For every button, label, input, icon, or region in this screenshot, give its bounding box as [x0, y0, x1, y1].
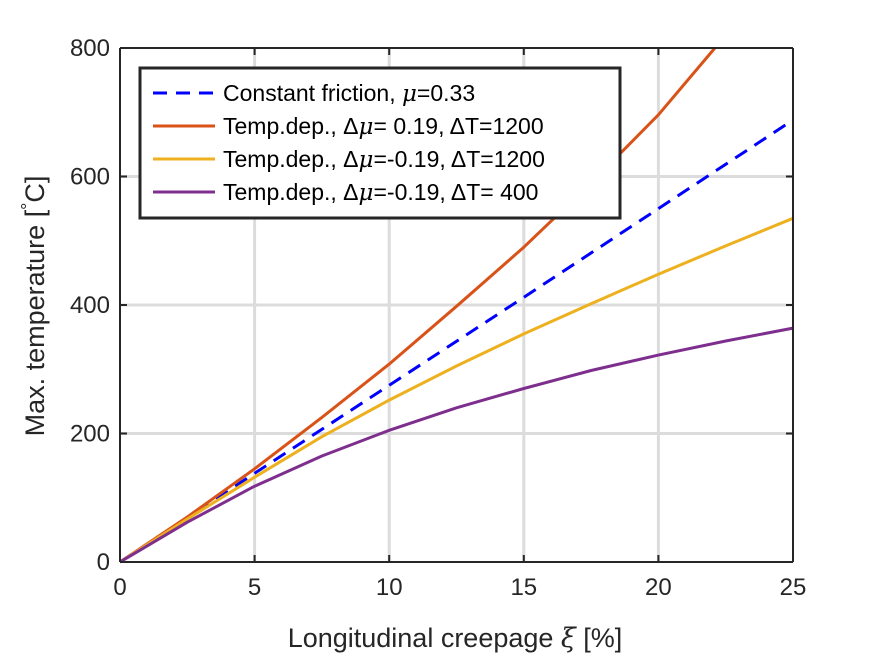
legend: Constant friction, μ=0.33 Temp.dep., Δμ= … — [138, 66, 622, 220]
x-tick-label: 25 — [780, 574, 807, 601]
y-tick-label: 400 — [70, 292, 110, 319]
y-axis-label: Max. temperature [°C] — [18, 176, 50, 437]
legend-box — [138, 66, 622, 220]
y-tick-label: 800 — [70, 35, 110, 62]
x-tick-label: 5 — [248, 574, 261, 601]
series-line-1 — [119, 118, 794, 564]
series-line-2 — [119, 47, 717, 564]
x-tick-label: 10 — [376, 574, 403, 601]
x-tick-label: 0 — [113, 574, 126, 601]
series-lines — [119, 47, 794, 564]
legend-label-3: Temp.dep., Δμ=-0.19, ΔT=1200 — [223, 146, 545, 173]
axes — [119, 47, 794, 563]
legend-label-2: Temp.dep., Δμ= 0.19, ΔT=1200 — [223, 113, 544, 140]
y-tick-label: 200 — [70, 421, 110, 448]
x-tick-label: 20 — [645, 574, 672, 601]
y-tick-label: 0 — [97, 549, 110, 576]
tick-labels: 0 5 10 15 20 25 0 200 400 600 800 — [70, 35, 806, 601]
series-line-4 — [119, 326, 794, 564]
x-tick-label: 15 — [510, 574, 537, 601]
series-line-3 — [119, 216, 794, 564]
legend-label-4: Temp.dep., Δμ=-0.19, ΔT= 400 — [223, 179, 538, 206]
x-axis-label: Longitudinal creepage ξ [%] — [288, 623, 623, 654]
legend-label-1: Constant friction, μ=0.33 — [223, 80, 475, 107]
y-tick-label: 600 — [70, 164, 110, 191]
